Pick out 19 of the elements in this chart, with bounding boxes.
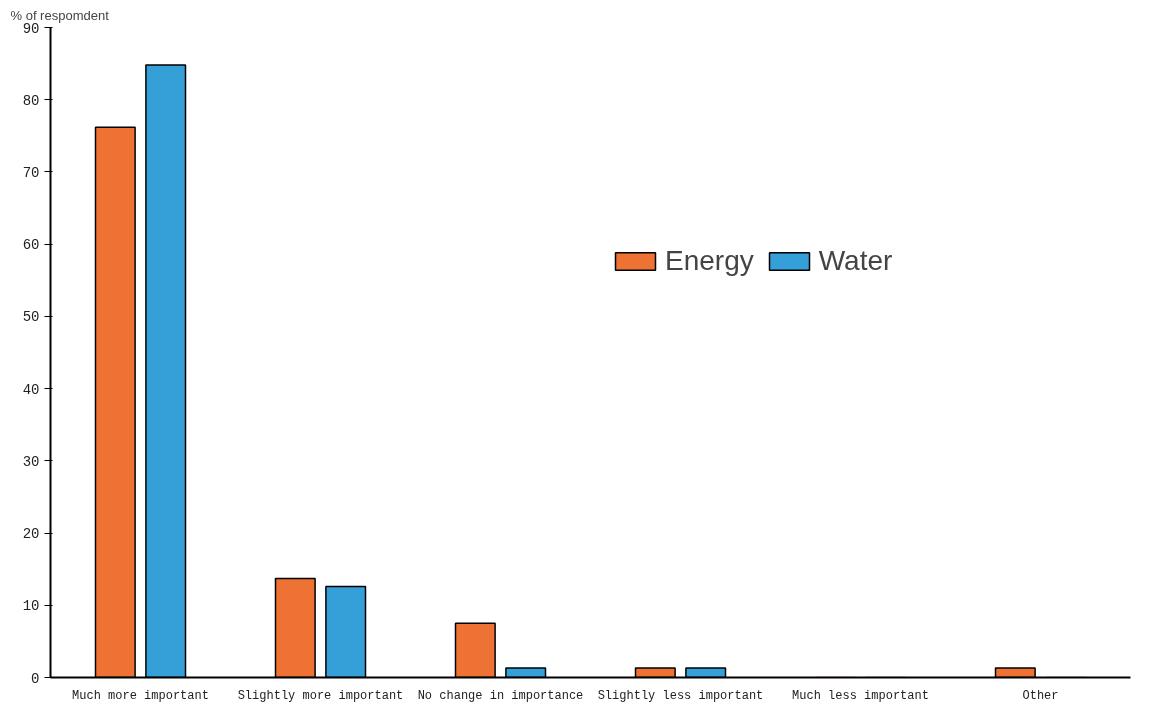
y-tick-label: 30 (22, 453, 40, 470)
y-tick-label: 0 (31, 670, 40, 687)
legend-label: Energy (665, 245, 754, 277)
y-tick-label: 10 (22, 598, 40, 615)
x-tick-label: Slightly more important (237, 688, 404, 703)
x-tick-label: Much more important (72, 688, 209, 703)
y-tick-label: 40 (22, 381, 40, 398)
x-tick-label: No change in importance (417, 688, 584, 703)
x-tick-label: Much less important (792, 688, 929, 703)
legend-label: Water (818, 245, 893, 277)
x-tick-label: Other (1022, 688, 1059, 703)
y-tick-label: 50 (22, 309, 40, 326)
y-tick-label: 20 (22, 526, 40, 543)
y-tick-label: 90 (22, 20, 40, 37)
y-tick-label: 80 (22, 92, 40, 109)
y-tick-label: 70 (22, 164, 40, 181)
x-tick-label: Slightly less important (597, 688, 764, 703)
y-axis-title: % of respomdent (10, 7, 110, 23)
y-tick-label: 60 (22, 237, 40, 254)
